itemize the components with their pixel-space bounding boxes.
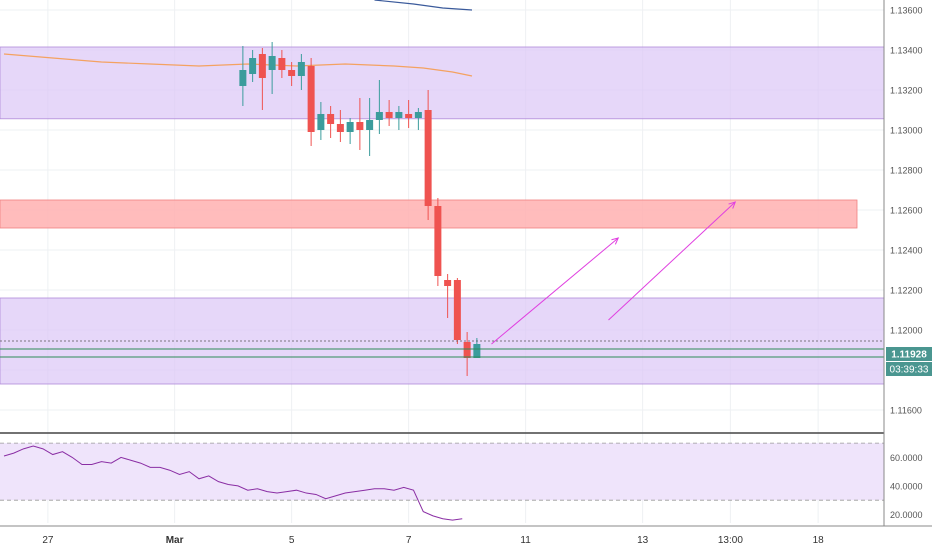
candle-up [473,344,481,358]
candle-down [258,54,266,78]
projection-arrow [491,237,619,345]
candle-down [405,114,413,118]
x-tick-label: Mar [166,535,184,546]
y-tick-label: 1.12200 [890,286,923,296]
zones [0,46,885,385]
x-tick-label: 27 [42,535,54,546]
rsi-tick-label: 60.0000 [890,453,923,463]
countdown-label: 03:39:33 [890,365,929,376]
projection-arrow [608,201,736,321]
candle-up [249,58,257,74]
rsi-tick-label: 20.0000 [890,510,923,520]
candle-down [278,58,286,70]
x-tick-label: 13 [637,535,649,546]
candle-down [307,66,315,132]
y-tick-label: 1.12800 [890,166,923,176]
candle-up [346,122,354,132]
candle-up [366,120,374,130]
candle-up [395,112,403,118]
candle-down [424,110,432,206]
y-tick-label: 1.13600 [890,6,923,16]
y-tick-label: 1.12000 [890,326,923,336]
candle-up [239,70,247,86]
candle-up [414,112,422,118]
y-tick-label: 1.12600 [890,206,923,216]
rsi-line [3,445,463,521]
candle-down [463,342,471,358]
candle-down [336,124,344,132]
candles [239,42,481,376]
y-tick-label: 1.13200 [890,86,923,96]
current-price-label: 1.11928 [891,350,927,361]
countdown-tag [886,362,932,376]
candle-down [327,114,335,124]
candle-up [268,56,276,70]
candle-down [444,280,452,286]
candle-up [375,112,383,120]
rsi-band [0,443,884,501]
rsi-tick-label: 40.0000 [890,481,923,491]
x-tick-label: 18 [813,535,825,546]
rsi-pane [0,442,884,521]
y-tick-label: 1.13000 [890,126,923,136]
x-tick-label: 13:00 [718,535,743,546]
arrow-head [728,201,737,209]
ma-blue-line [374,0,473,11]
candle-up [317,114,325,130]
x-tick-label: 5 [289,535,295,546]
y-tick-label: 1.11600 [890,406,922,416]
purple-zone [0,46,885,120]
x-tick-label: 11 [520,535,531,546]
y-tick-label: 1.13400 [890,46,923,56]
current-price-tag [886,347,932,361]
price-labels: 1.11928 03:39:33 [886,347,932,376]
y-tick-label: 1.12400 [890,246,923,256]
candle-up [297,62,305,76]
candle-down [434,206,442,276]
candle-down [356,122,364,130]
x-tick-label: 7 [406,535,412,546]
arrow-head [611,237,620,245]
overlays [0,201,884,358]
candle-down [385,112,393,118]
candle-down [453,280,461,340]
candle-down [288,70,296,76]
